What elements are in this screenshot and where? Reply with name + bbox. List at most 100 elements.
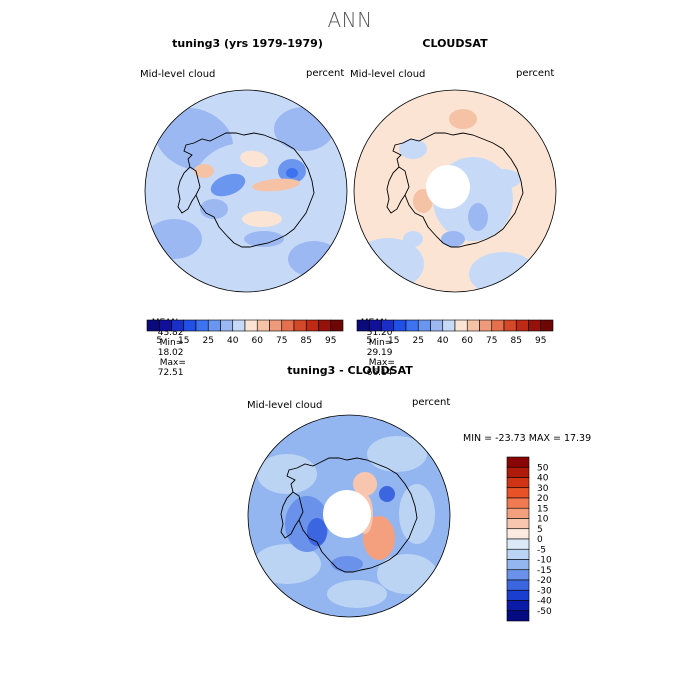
panel-2-colorbar-swatch <box>528 319 542 332</box>
panel-1-colorbar-swatch <box>195 319 209 332</box>
panel-2-units-label: percent <box>516 68 555 79</box>
panel-2-colorbar-swatch <box>503 319 517 332</box>
panel-3-colorbar-tick-label: 50 <box>537 463 549 473</box>
panel-3-colorbar-swatch <box>506 610 530 622</box>
panel-3-minmax: MIN = -23.73 MAX = 17.39 <box>463 433 592 444</box>
panel-3-missing-data <box>323 490 371 538</box>
panel-2-colorbar-swatch <box>417 319 431 332</box>
panel-1-colorbar-tick-label: 85 <box>301 336 312 346</box>
panel-2-title: CLOUDSAT <box>422 37 488 50</box>
panel-3-colorbar-swatch <box>506 569 530 581</box>
panel-3-colorbar-swatch <box>506 548 530 560</box>
panel-3-colorbar-tick-label: -15 <box>537 566 552 576</box>
panel-1-colorbar-swatch <box>269 319 283 332</box>
panel-2-colorbar-swatch <box>381 319 395 332</box>
panel-1-colorbar-swatch <box>183 319 197 332</box>
panel-3-colorbar-tick-label: -10 <box>537 556 552 566</box>
panel-3-colorbar-tick-label: 40 <box>537 474 549 484</box>
panel-1-colorbar: 5 15 25 40 60 75 85 95 <box>146 319 344 346</box>
panel-3-map <box>247 414 451 618</box>
panel-1-colorbar-swatch <box>146 319 160 332</box>
panel-1-contour-region <box>146 219 202 259</box>
panel-3-peninsula-coastline <box>280 491 300 539</box>
panel-2-colorbar-tick-label: 25 <box>413 336 424 346</box>
panel-3-contour-region <box>327 580 387 608</box>
panel-1-colorbar-tick-label: 25 <box>203 336 214 346</box>
panel-2-map <box>353 89 557 293</box>
panel-2-peninsula-coastline <box>386 166 406 214</box>
panel-1-colorbar-swatch <box>220 319 234 332</box>
panel-3-contour-region <box>377 554 437 594</box>
panel-3-colorbar-swatch <box>506 497 530 509</box>
panel-1-mean-value: 43.82 <box>157 328 184 338</box>
panel-3-map-boundary <box>247 414 451 618</box>
panel-1-contour-region <box>194 164 214 178</box>
panel-1-units-label: percent <box>306 68 345 79</box>
panel-2-colorbar-swatch <box>515 319 529 332</box>
panel-2-colorbar-swatch <box>540 319 554 332</box>
panel-2-colorbar-swatch <box>430 319 444 332</box>
panel-2-colorbar-swatch <box>405 319 419 332</box>
panel-1-colorbar-swatch <box>171 319 185 332</box>
panel-1-contour-region <box>210 173 246 197</box>
panel-1-colorbar-swatch <box>158 319 172 332</box>
panel-2-colorbar-swatch <box>356 319 370 332</box>
panel-1-colorbar-swatch <box>256 319 270 332</box>
panel-3-colorbar-swatch <box>506 600 530 612</box>
panel-2-colorbar-tick-label: 75 <box>486 336 497 346</box>
panel-2-contour-region <box>468 203 488 231</box>
panel-1-colorbar-tick-label: 15 <box>178 336 189 346</box>
panel-1-colorbar-swatch <box>244 319 258 332</box>
panel-3-contour-region <box>353 472 377 496</box>
panel-2-colorbar-tick-label: 40 <box>437 336 449 346</box>
panel-3-contour-region <box>367 436 427 472</box>
panel-3-colorbar-swatch <box>506 507 530 519</box>
panel-1-colorbar-swatch <box>207 319 221 332</box>
panel-1-colorbar-swatch <box>330 319 344 332</box>
panel-3-colorbar-tick-label: -40 <box>537 597 552 607</box>
panel-2-contour-region <box>449 109 477 129</box>
panel-3-colorbar-swatch <box>506 466 530 478</box>
panel-1-colorbar-tick-label: 60 <box>252 336 264 346</box>
panel-2-contour-region <box>441 231 465 247</box>
panel-2-missing-data <box>426 165 470 209</box>
panel-3-contour-region <box>399 484 435 544</box>
panel-2-colorbar-swatch <box>491 319 505 332</box>
panel-3-colorbar-tick-label: 10 <box>537 515 549 525</box>
panel-2-colorbar: 5 15 25 40 60 75 85 95 <box>356 319 554 346</box>
panel-2-colorbar-tick-label: 5 <box>366 336 372 346</box>
panel-2-contour-region <box>399 139 427 159</box>
panel-1-colorbar-swatch <box>293 319 307 332</box>
panel-2-colorbar-tick-label: 95 <box>535 336 546 346</box>
panel-1-colorbar-tick-label: 95 <box>325 336 336 346</box>
panel-3-colorbar-swatch <box>506 589 530 601</box>
panel-3-colorbar-tick-label: -50 <box>537 607 552 617</box>
panel-3-colorbar-swatch <box>506 559 530 571</box>
panel-1-contour-region <box>244 231 284 247</box>
panel-2-max-value: 66.14 <box>366 368 393 378</box>
panel-2-colorbar-swatch <box>466 319 480 332</box>
panel-3-colorbar-tick-label: 20 <box>537 494 549 504</box>
panel-2-map-boundary <box>353 89 557 293</box>
panel-1-colorbar-swatch <box>305 319 319 332</box>
panel-2-colorbar-swatch <box>368 319 382 332</box>
panel-1-title: tuning3 (yrs 1979-1979) <box>172 37 323 50</box>
panel-3-colorbar-swatch <box>506 477 530 489</box>
panel-1-colorbar-tick-label: 5 <box>156 336 162 346</box>
panel-2-colorbar-tick-label: 85 <box>511 336 522 346</box>
panel-3-colorbar-tick-label: -30 <box>537 586 552 596</box>
panel-1-colorbar-swatch <box>318 319 332 332</box>
panel-1-min-label: Min= <box>159 338 184 348</box>
panel-3-colorbar-swatch <box>506 538 530 550</box>
panel-3-colorbar-tick-label: 30 <box>537 484 549 494</box>
panel-2-coastline <box>392 132 524 248</box>
panel-3-contour-region <box>253 544 321 584</box>
panel-3-colorbar-swatch <box>506 528 530 540</box>
panel-1-colorbar-tick-label: 75 <box>276 336 287 346</box>
panel-2-contour-region <box>485 169 521 189</box>
panel-3-colorbar-tick-label: 15 <box>537 504 548 514</box>
panel-2-min-label: Min= <box>368 338 393 348</box>
panel-2-contour-region <box>403 231 423 247</box>
panel-3-contour-region <box>331 556 363 572</box>
